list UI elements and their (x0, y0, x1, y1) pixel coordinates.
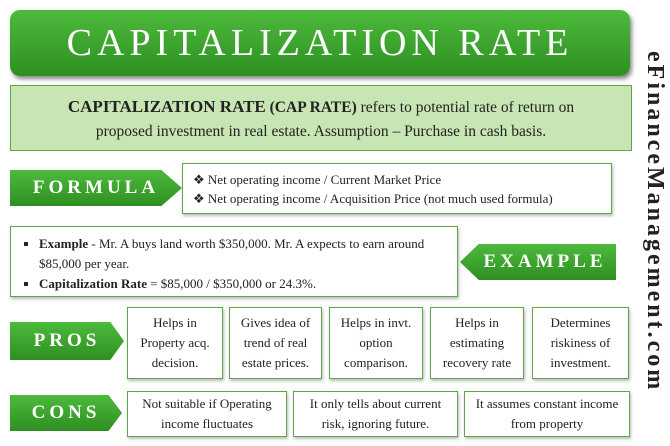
pro: Gives idea of trend of real estate price… (229, 307, 322, 379)
pro: Determines riskiness of investment. (532, 307, 629, 379)
con: Not suitable if Operating income fluctua… (127, 391, 287, 437)
definition: CAPITALIZATION RATE (CAP RATE) refers to… (10, 85, 632, 151)
formula-item: Net operating income / Acquisition Price… (193, 191, 601, 207)
cons-label: CONS (10, 395, 122, 431)
con: It assumes constant income from property (464, 391, 630, 437)
pro: Helps in estimating recovery rate (430, 307, 524, 379)
formula-label: FORMULA (10, 170, 182, 206)
example-box: Example - Mr. A buys land worth $350,000… (10, 226, 458, 297)
example-text: = $85,000 / $350,000 or 24.3%. (150, 276, 317, 291)
pro: Helps in Property acq. decision. (127, 307, 223, 379)
con: It only tells about current risk, ignori… (293, 391, 458, 437)
pro: Helps in invt. option comparison. (329, 307, 423, 379)
title: CAPITALIZATION RATE (10, 10, 630, 76)
example-text: - Mr. A buys land worth $350,000. Mr. A … (39, 236, 425, 271)
term: CAPITALIZATION RATE (67, 97, 266, 116)
example-label: EXAMPLE (460, 244, 616, 280)
example-bold: Example (39, 236, 89, 251)
pros-label: PROS (10, 322, 124, 360)
formula-box: Net operating income / Current Market Pr… (182, 163, 612, 214)
formula-item: Net operating income / Current Market Pr… (193, 172, 601, 188)
example-bold: Capitalization Rate (39, 276, 147, 291)
brand: eFinanceManagement.com (642, 51, 668, 393)
abbr: (CAP RATE) (269, 99, 357, 116)
definition-text: refers to potential rate of return on pr… (95, 99, 575, 140)
